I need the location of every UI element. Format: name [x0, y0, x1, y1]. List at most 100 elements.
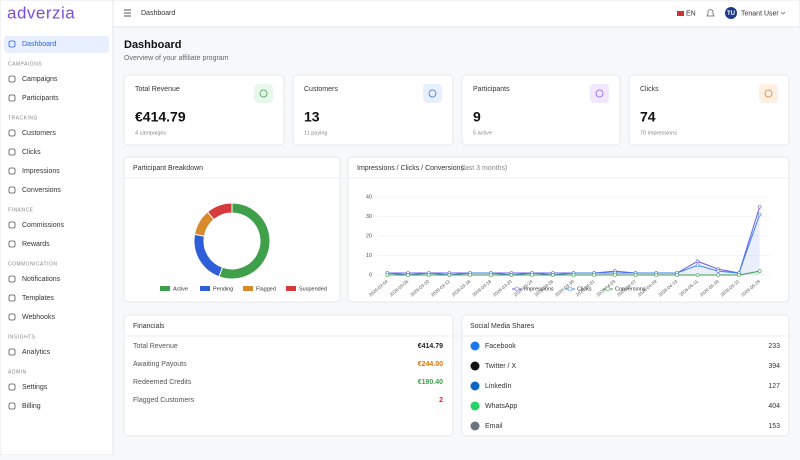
nav-item[interactable]: Analytics	[22, 349, 51, 356]
nav-item[interactable]: Impressions	[22, 168, 60, 175]
card-icon	[590, 84, 609, 103]
nav-item[interactable]: Campaigns	[22, 76, 58, 83]
card-icon-glyph	[428, 89, 437, 98]
nav-icon	[8, 294, 16, 302]
legend-swatch	[160, 286, 170, 291]
panel	[347, 156, 790, 303]
card-label: Participants	[473, 86, 510, 93]
card-note: 4 campaigns	[135, 130, 166, 136]
point	[716, 273, 721, 277]
legend-label: Suspended	[299, 286, 327, 292]
row-label: LinkedIn	[485, 383, 512, 390]
point	[488, 273, 493, 277]
nav-item[interactable]: Commissions	[22, 222, 65, 229]
card-icon-glyph	[764, 89, 773, 98]
panel	[123, 156, 341, 303]
social-icon	[470, 381, 480, 391]
avatar-initials: TU	[727, 11, 735, 17]
nav-icon	[8, 75, 16, 83]
row-label: WhatsApp	[485, 403, 517, 410]
row-value: €244.00	[418, 361, 443, 368]
panel	[461, 314, 790, 437]
panel	[123, 314, 454, 437]
donut-slice	[206, 202, 233, 221]
social-icon	[470, 421, 480, 431]
logo[interactable]: adverzia	[7, 3, 75, 22]
card-icon-glyph	[595, 89, 604, 98]
nav-icon	[8, 240, 16, 248]
legend-label: Clicks	[577, 286, 592, 292]
sidebar	[0, 0, 114, 456]
nav-section: ADMIN	[8, 369, 27, 375]
legend-label: Active	[173, 286, 188, 292]
nav-item[interactable]: Conversions	[22, 187, 61, 194]
panel	[123, 74, 285, 146]
card-icon	[423, 84, 442, 103]
chart-title: Participant Breakdown	[133, 165, 203, 172]
nav-item[interactable]: Templates	[22, 295, 54, 302]
nav-item[interactable]: Participants	[22, 95, 59, 102]
point	[737, 273, 741, 277]
card-value: 13	[304, 109, 320, 125]
card-icon-glyph	[259, 89, 268, 98]
point	[551, 273, 555, 277]
y-tick-label: 20	[366, 233, 372, 239]
nav-section: COMMUNICATION	[8, 261, 57, 267]
nav-icon	[8, 313, 16, 321]
social-icon	[470, 361, 480, 371]
breadcrumb: Dashboard	[141, 10, 175, 17]
panel	[292, 74, 454, 146]
legend-label: Pending	[213, 286, 233, 292]
y-tick-label: 30	[366, 214, 372, 220]
panel	[461, 74, 621, 146]
point	[385, 273, 390, 277]
social-icon	[470, 401, 480, 411]
card-label: Total Revenue	[135, 86, 180, 93]
row-label: Redeemed Credits	[133, 379, 192, 386]
card-value: 74	[640, 109, 656, 125]
point	[675, 273, 679, 277]
bell[interactable]	[706, 9, 715, 17]
point	[468, 273, 472, 277]
row-value: 394	[768, 363, 780, 370]
nav-item[interactable]: Dashboard	[22, 41, 56, 48]
nav-item[interactable]: Rewards	[22, 241, 50, 248]
chart-title: Impressions / Clicks / Conversions	[357, 165, 464, 172]
card-note: 11 paying	[304, 130, 327, 136]
row-label: Facebook	[485, 343, 516, 350]
flag	[677, 11, 684, 16]
row-value: 404	[768, 403, 780, 410]
nav-item[interactable]: Customers	[22, 130, 56, 137]
row-label: Awaiting Payouts	[133, 361, 187, 368]
panel-title: Social Media Shares	[470, 323, 535, 330]
avatar[interactable]	[725, 7, 737, 19]
panel	[628, 74, 790, 146]
row-value: €414.79	[418, 343, 443, 350]
nav-item[interactable]: Settings	[22, 384, 48, 391]
nav-item[interactable]: Notifications	[22, 276, 61, 283]
user-name[interactable]: Tenant User	[741, 10, 779, 17]
nav-item[interactable]: Clicks	[22, 149, 41, 156]
social-icon	[470, 341, 480, 351]
panel-title: Financials	[133, 323, 165, 330]
language[interactable]: EN	[686, 10, 696, 17]
nav-icon	[8, 94, 16, 102]
row-label: Total Revenue	[133, 343, 178, 350]
nav-item[interactable]: Webhooks	[22, 314, 55, 321]
row-value: 153	[768, 423, 780, 430]
point	[613, 273, 617, 277]
nav-item[interactable]: Billing	[22, 403, 41, 410]
nav-icon	[8, 148, 16, 156]
menu-button[interactable]	[124, 9, 131, 17]
card-icon	[254, 84, 273, 103]
legend-marker	[605, 286, 611, 292]
legend-label: Flagged	[256, 286, 276, 292]
point	[757, 204, 762, 209]
point	[530, 273, 534, 277]
nav-icon	[8, 40, 16, 48]
row-value: 2	[439, 397, 443, 404]
point	[406, 273, 410, 277]
nav-icon	[8, 348, 16, 356]
